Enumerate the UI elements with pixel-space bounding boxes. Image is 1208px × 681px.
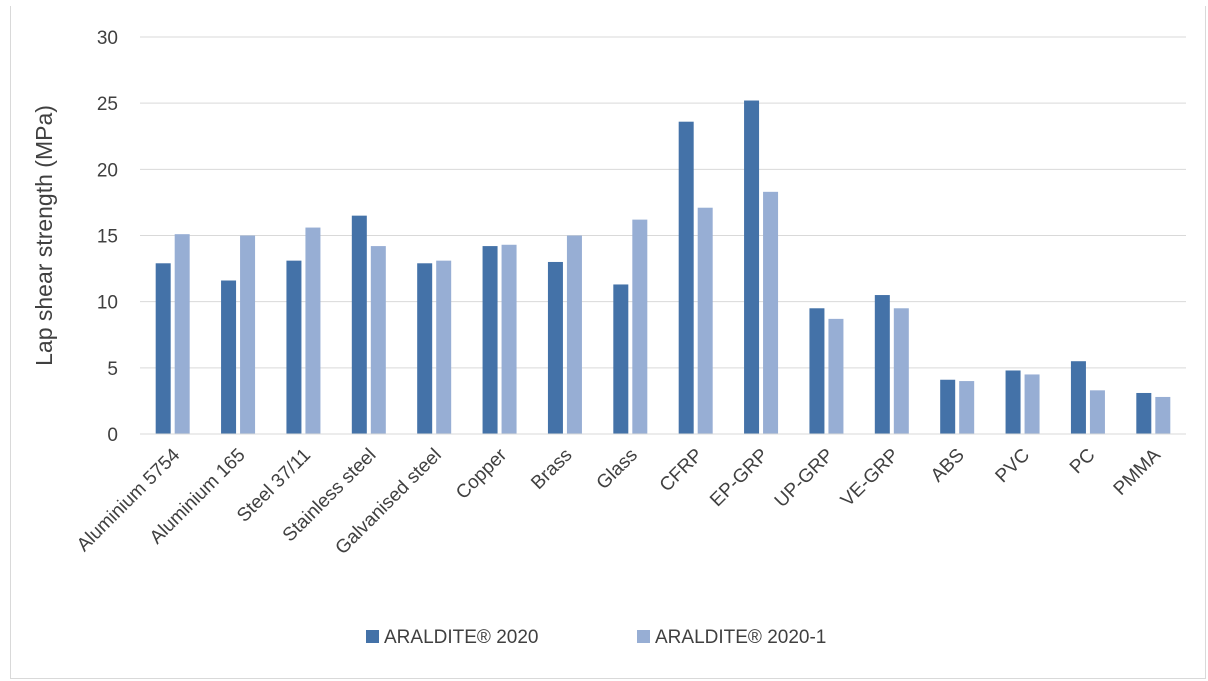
bar-series1 <box>221 280 237 434</box>
chart-frame <box>10 6 1206 679</box>
bar-series1 <box>809 308 825 434</box>
x-tick-label: Glass <box>593 445 642 494</box>
y-axis-label: Lap shear strength (MPa) <box>31 105 57 366</box>
y-tick-label: 25 <box>97 94 118 115</box>
bar-series2 <box>763 191 779 434</box>
y-tick-label: 10 <box>97 293 118 314</box>
x-tick-label: CFRP <box>656 445 707 496</box>
y-tick-label: 30 <box>97 28 118 49</box>
x-tick-label: Brass <box>527 445 576 494</box>
bar-series1 <box>613 284 629 434</box>
x-tick-label: Copper <box>452 444 511 503</box>
legend-label: ARALDITE® 2020 <box>384 627 538 648</box>
bar-series1 <box>155 263 171 434</box>
bar-series1 <box>874 295 890 434</box>
bar-series2 <box>893 308 909 434</box>
bars <box>155 100 1171 435</box>
bar-series2 <box>240 235 256 434</box>
bar-series1 <box>1005 370 1021 434</box>
bar-series2 <box>436 260 452 434</box>
legend-swatch <box>366 630 379 643</box>
bar-series1 <box>286 260 302 434</box>
legend-swatch <box>637 630 650 643</box>
bar-series1 <box>547 261 563 434</box>
bar-series1 <box>417 263 433 434</box>
x-tick-label: PC <box>1066 445 1100 479</box>
bar-series2 <box>828 318 844 434</box>
y-tick-labels: 0 5 10 15 20 25 30 <box>97 28 118 446</box>
bar-series1 <box>482 246 498 434</box>
bar-series1 <box>940 379 956 434</box>
bar-series1 <box>1070 361 1086 434</box>
y-tick-label: 5 <box>107 359 118 380</box>
legend: ARALDITE® 2020 ARALDITE® 2020-1 <box>366 627 826 648</box>
bar-series1 <box>1136 392 1152 434</box>
bar-series1 <box>351 215 367 434</box>
x-tick-label: PVC <box>992 445 1034 487</box>
bar-series1 <box>678 121 694 435</box>
bar-series2 <box>632 219 648 434</box>
x-tick-label: ABS <box>927 445 969 487</box>
y-tick-label: 15 <box>97 227 118 248</box>
bar-series1 <box>744 100 760 435</box>
bar-series2 <box>959 381 975 434</box>
x-tick-label: PMMA <box>1110 444 1165 499</box>
x-tick-label: VE-GRP <box>837 445 903 511</box>
bar-series2 <box>305 227 321 434</box>
bar-series2 <box>1024 374 1040 434</box>
legend-label: ARALDITE® 2020-1 <box>655 627 826 648</box>
y-tick-label: 20 <box>97 160 118 181</box>
bar-series2 <box>1089 390 1105 434</box>
y-tick-label: 0 <box>107 425 118 446</box>
x-tick-label: EP-GRP <box>706 445 772 511</box>
bar-series2 <box>501 244 517 434</box>
bar-series2 <box>370 246 386 434</box>
bar-series2 <box>174 234 190 434</box>
bar-series2 <box>697 207 713 434</box>
bar-series2 <box>1155 396 1171 434</box>
x-tick-label: UP-GRP <box>771 445 838 512</box>
bar-series2 <box>566 235 582 434</box>
